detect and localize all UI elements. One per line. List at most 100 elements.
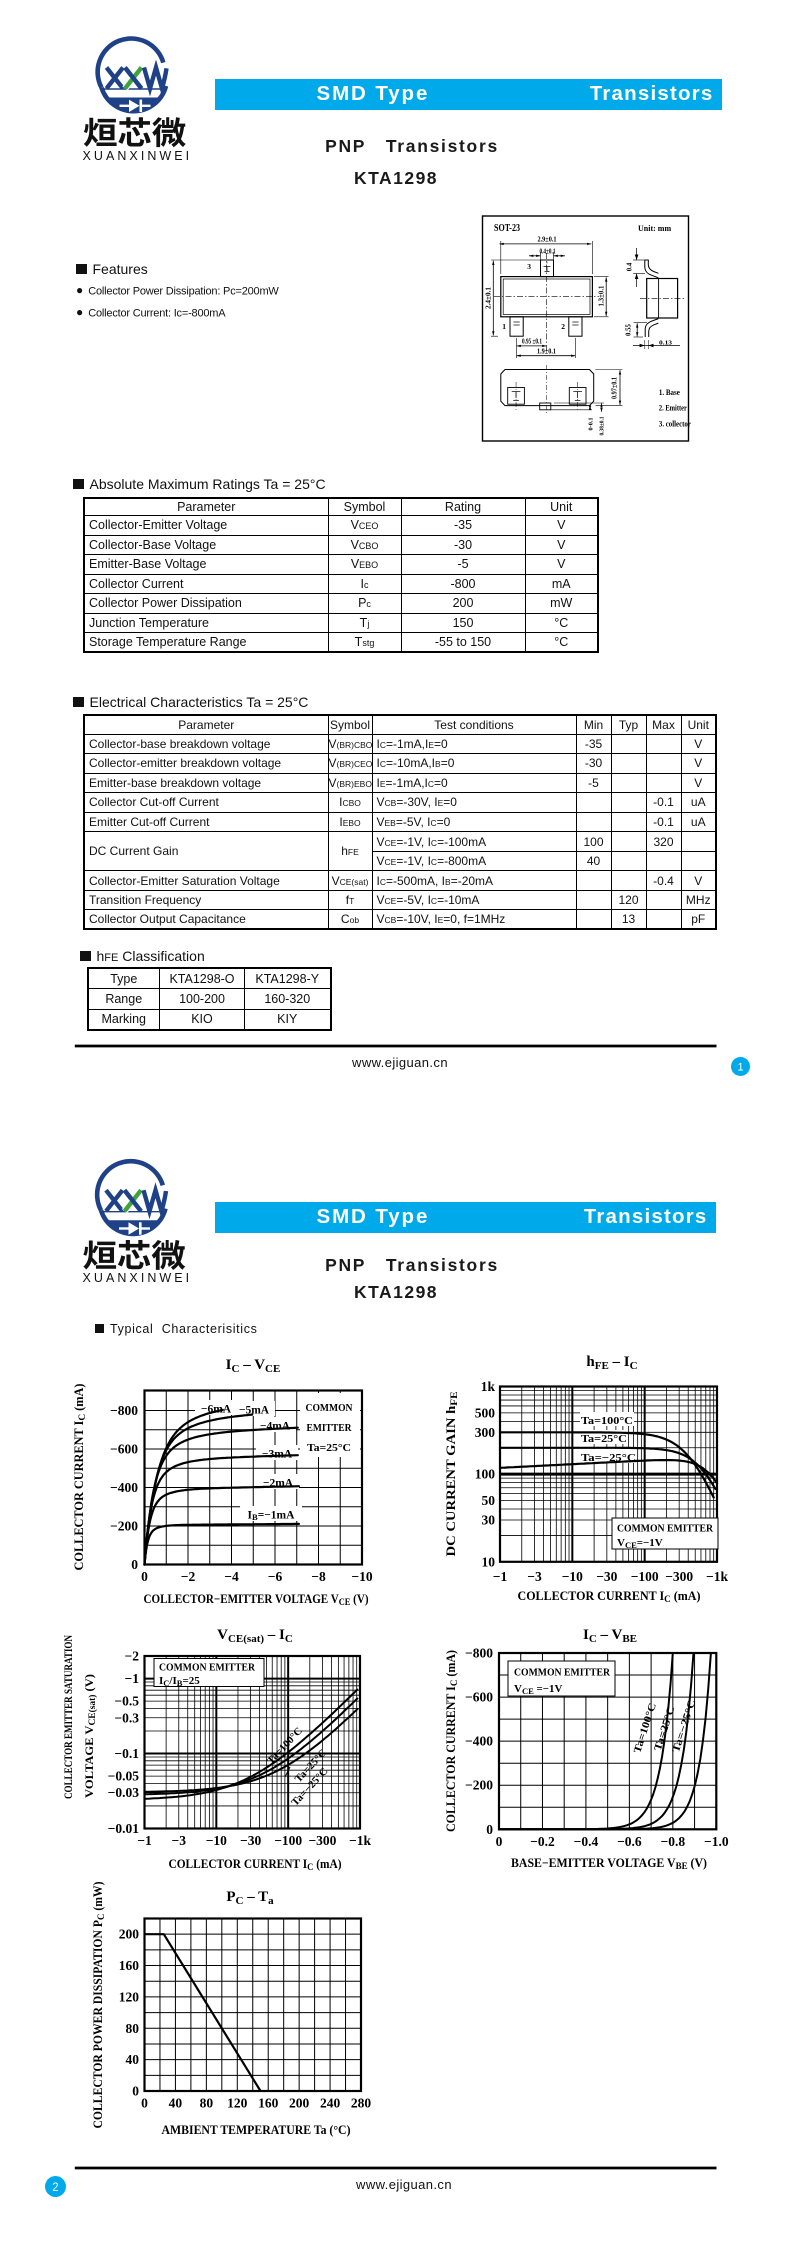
- svg-text:0.13: 0.13: [659, 340, 673, 347]
- svg-text:0: 0: [486, 1822, 493, 1837]
- svg-text:VOLTAGE VCE(sat) (V): VOLTAGE VCE(sat) (V): [82, 1674, 97, 1798]
- svg-text:−400: −400: [465, 1734, 493, 1749]
- svg-text:10: 10: [482, 1554, 496, 1569]
- svg-text:−10: −10: [206, 1833, 227, 1848]
- svg-text:1.3±0.1: 1.3±0.1: [599, 285, 606, 307]
- svg-text:−3: −3: [527, 1569, 542, 1584]
- svg-text:−0.4: −0.4: [574, 1834, 599, 1849]
- svg-text:50: 50: [482, 1493, 496, 1508]
- svg-text:2.9±0.1: 2.9±0.1: [538, 237, 558, 244]
- svg-text:40: 40: [169, 2096, 183, 2111]
- svg-text:160: 160: [258, 2096, 279, 2111]
- svg-text:200: 200: [289, 2096, 310, 2111]
- svg-text:COLLECTOR−EMITTER VOLTAGE VCE: COLLECTOR−EMITTER VOLTAGE VCE (V): [144, 1592, 369, 1608]
- svg-text:1: 1: [737, 1062, 743, 1074]
- svg-text:−300: −300: [665, 1569, 693, 1584]
- svg-text:COLLECTOR CURRENT IC (mA): COLLECTOR CURRENT IC (mA): [169, 1857, 342, 1873]
- svg-text:−3mA: −3mA: [262, 1449, 293, 1461]
- svg-text:−30: −30: [240, 1833, 261, 1848]
- svg-text:−0.05: −0.05: [108, 1769, 140, 1784]
- svg-text:2: 2: [52, 2182, 58, 2194]
- svg-text:280: 280: [351, 2096, 372, 2111]
- svg-text:−5mA: −5mA: [239, 1405, 270, 1417]
- svg-text:0.38±0.1: 0.38±0.1: [599, 417, 606, 436]
- svg-text:AMBIENT TEMPERATURE Ta (°C): AMBIENT TEMPERATURE Ta (°C): [162, 2123, 351, 2137]
- svg-text:COLLECTOR EMITTER SATURATION: COLLECTOR EMITTER SATURATION: [61, 1635, 75, 1799]
- svg-text:−1: −1: [137, 1833, 152, 1848]
- svg-text:DC CURRENT GAIN hFE: DC CURRENT GAIN hFE: [444, 1392, 460, 1557]
- svg-text:EMITTER: EMITTER: [307, 1422, 353, 1434]
- svg-text:−2: −2: [181, 1569, 196, 1584]
- svg-text:3: 3: [527, 262, 531, 271]
- svg-text:40: 40: [126, 2052, 140, 2067]
- svg-text:SOT-23: SOT-23: [494, 222, 520, 234]
- svg-text:−4: −4: [224, 1569, 239, 1584]
- svg-text:Unit: mm: Unit: mm: [638, 224, 671, 233]
- svg-text:−2: −2: [125, 1648, 140, 1663]
- svg-text:2. Emitter: 2. Emitter: [659, 404, 687, 413]
- svg-text:−1k: −1k: [706, 1569, 728, 1584]
- svg-text:COMMON EMITTER: COMMON EMITTER: [617, 1523, 714, 1535]
- svg-text:0.4: 0.4: [627, 262, 634, 271]
- svg-text:VCE=−1V: VCE=−1V: [617, 1537, 663, 1550]
- svg-text:Ta=25°C: Ta=25°C: [307, 1442, 351, 1454]
- svg-text:−4mA: −4mA: [260, 1421, 291, 1433]
- svg-text:160: 160: [119, 1958, 140, 1973]
- svg-text:−100: −100: [631, 1569, 659, 1584]
- svg-text:−1: −1: [125, 1671, 140, 1686]
- svg-text:−6: −6: [268, 1569, 283, 1584]
- svg-text:−300: −300: [308, 1833, 336, 1848]
- svg-text:−600: −600: [465, 1690, 493, 1705]
- svg-text:0: 0: [496, 1834, 503, 1849]
- svg-text:3. collector: 3. collector: [659, 420, 691, 429]
- svg-text:0.55: 0.55: [626, 323, 633, 335]
- svg-text:100: 100: [475, 1467, 496, 1482]
- svg-text:hFE – IC: hFE – IC: [586, 1354, 637, 1372]
- svg-text:COLLECTOR POWER DISSIPATION: COLLECTOR POWER DISSIPATION PC (mW): [91, 1882, 107, 2129]
- svg-text:−0.6: −0.6: [617, 1834, 642, 1849]
- svg-text:−30: −30: [596, 1569, 617, 1584]
- svg-text:VCE(sat) – IC: VCE(sat) – IC: [217, 1627, 293, 1645]
- svg-text:−0.5: −0.5: [114, 1694, 139, 1709]
- svg-text:2.4±0.1: 2.4±0.1: [486, 286, 493, 309]
- svg-text:0: 0: [132, 2084, 139, 2099]
- svg-text:−0.2: −0.2: [530, 1834, 555, 1849]
- svg-text:−0.3: −0.3: [114, 1710, 139, 1725]
- svg-text:1k: 1k: [481, 1379, 496, 1394]
- svg-text:240: 240: [320, 2096, 341, 2111]
- svg-text:1: 1: [502, 322, 506, 331]
- svg-text:IC – VCE: IC – VCE: [226, 1357, 281, 1375]
- svg-text:200: 200: [119, 1927, 140, 1942]
- svg-text:120: 120: [119, 1989, 140, 2004]
- svg-text:0.95 ±0.1: 0.95 ±0.1: [522, 339, 542, 346]
- svg-text:500: 500: [475, 1405, 496, 1420]
- svg-text:1. Base: 1. Base: [659, 388, 680, 397]
- svg-text:−200: −200: [465, 1778, 493, 1793]
- svg-text:COMMON EMITTER: COMMON EMITTER: [159, 1662, 256, 1674]
- svg-text:0-0.1: 0-0.1: [588, 418, 595, 431]
- svg-text:Ta=25°C: Ta=25°C: [581, 1433, 627, 1445]
- svg-text:−600: −600: [110, 1442, 138, 1457]
- svg-text:−3: −3: [172, 1833, 187, 1848]
- svg-text:300: 300: [475, 1425, 496, 1440]
- svg-text:IB=−1mA: IB=−1mA: [248, 1510, 296, 1523]
- svg-text:BASE−EMITTER VOLTAGE VBE (V): BASE−EMITTER VOLTAGE VBE (V): [511, 1856, 707, 1872]
- svg-text:30: 30: [482, 1512, 496, 1527]
- svg-text:−0.1: −0.1: [114, 1746, 139, 1761]
- svg-text:−0.01: −0.01: [108, 1821, 140, 1836]
- svg-text:120: 120: [227, 2096, 248, 2111]
- svg-text:−0.8: −0.8: [661, 1834, 686, 1849]
- svg-text:−10: −10: [351, 1569, 372, 1584]
- svg-text:VCE =−1V: VCE =−1V: [514, 1683, 563, 1696]
- svg-text:−8: −8: [311, 1569, 326, 1584]
- svg-text:−0.03: −0.03: [108, 1785, 140, 1800]
- svg-text:80: 80: [200, 2096, 214, 2111]
- svg-text:0: 0: [131, 1557, 138, 1572]
- svg-text:2: 2: [561, 322, 565, 331]
- svg-text:0: 0: [141, 1569, 148, 1584]
- svg-text:IC/IB=25: IC/IB=25: [159, 1675, 200, 1688]
- svg-text:80: 80: [126, 2021, 140, 2036]
- svg-text:−1k: −1k: [349, 1833, 371, 1848]
- svg-text:COMMON EMITTER: COMMON EMITTER: [514, 1667, 611, 1679]
- svg-text:COLLECTOR CURRENT IC (mA): COLLECTOR CURRENT IC (mA): [72, 1384, 88, 1571]
